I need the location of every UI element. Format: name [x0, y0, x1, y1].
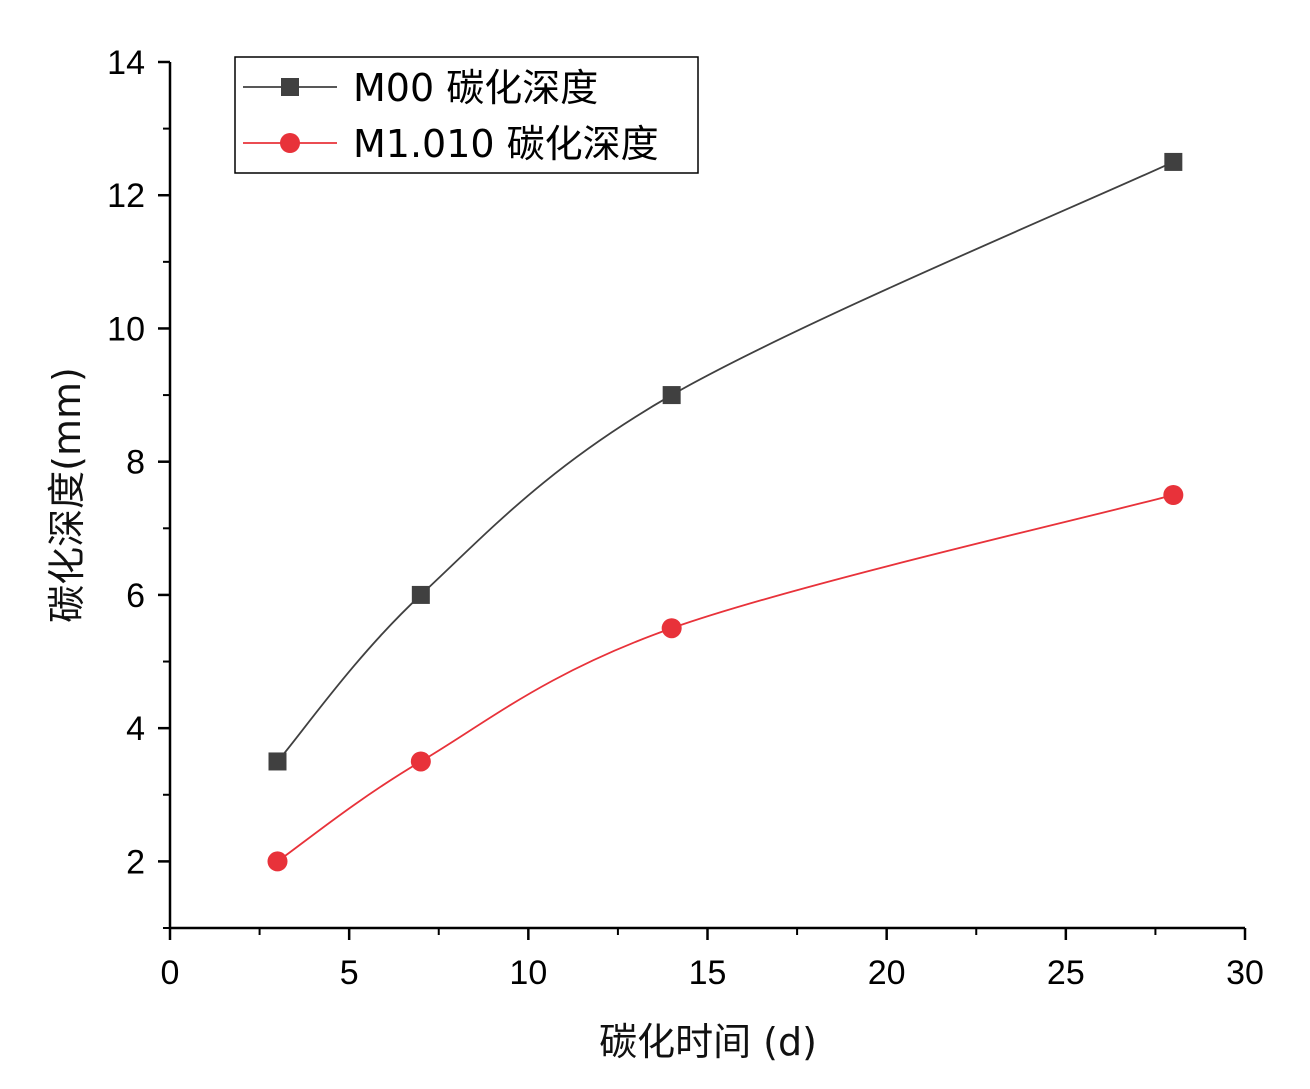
y-tick-label: 2 [126, 843, 145, 881]
x-axis-title: 碳化时间 (d) [599, 1020, 817, 1064]
y-tick-label: 6 [126, 577, 145, 615]
x-tick-label: 0 [161, 954, 180, 992]
legend: M00 碳化深度 M1.010 碳化深度 [234, 56, 699, 174]
series-1 [268, 152, 1183, 771]
series-layer [267, 152, 1184, 872]
x-tick-label: 30 [1226, 954, 1264, 992]
data-point [410, 751, 431, 772]
data-point [661, 618, 682, 639]
legend-label: M00 碳化深度 [353, 66, 598, 110]
legend-label: M1.010 碳化深度 [353, 122, 659, 166]
data-point [1163, 485, 1184, 505]
x-tick-label: 10 [509, 954, 547, 992]
legend-marker [280, 133, 300, 153]
legend-marker [281, 78, 299, 96]
y-tick-label: 8 [126, 444, 145, 482]
data-point [411, 585, 430, 604]
axes: 0 5 10 15 20 25 30 2 4 6 8 10 12 14 [107, 44, 1264, 992]
legend-box [234, 56, 699, 174]
data-point [1164, 152, 1183, 171]
series-line [276, 494, 1174, 863]
y-tick-label: 10 [107, 310, 145, 348]
data-point [267, 851, 288, 872]
x-tick-label: 5 [340, 954, 359, 992]
y-axis-title: 碳化深度(mm) [45, 367, 89, 623]
series-2 [267, 485, 1184, 872]
y-tick-label: 14 [107, 44, 145, 82]
data-point [662, 386, 681, 405]
x-tick-label: 20 [868, 954, 906, 992]
series-line [276, 161, 1174, 763]
y-tick-label: 4 [126, 710, 145, 748]
data-point [268, 752, 287, 771]
x-tick-label: 25 [1047, 954, 1085, 992]
x-tick-label: 15 [689, 954, 727, 992]
y-tick-label: 12 [107, 177, 145, 215]
